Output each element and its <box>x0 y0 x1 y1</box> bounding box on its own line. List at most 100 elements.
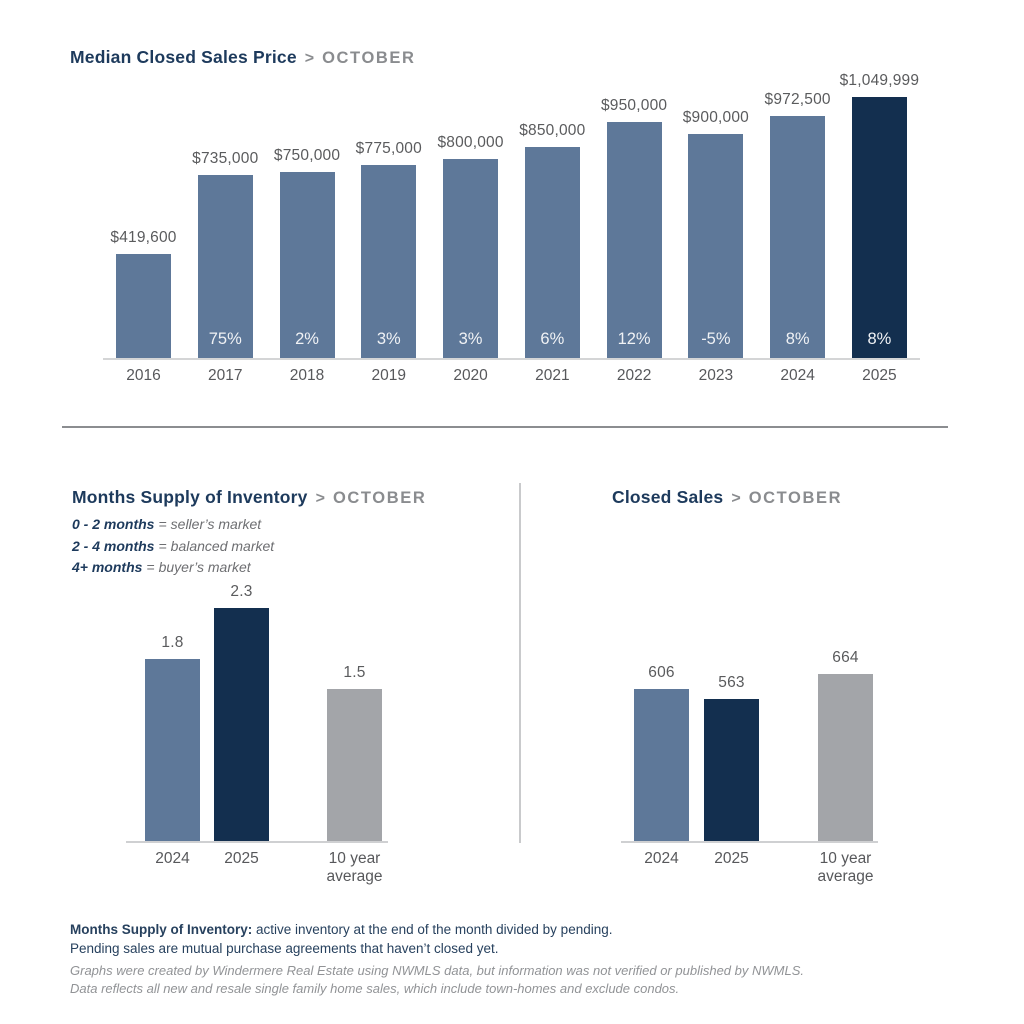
closed-sales-bar-chart: 606 2024 563 2025 664 10 year average <box>621 591 878 885</box>
category-label-line: 2019 <box>371 367 407 384</box>
median-price-bar-group-2017: 75% $735,000 2017 <box>192 80 258 384</box>
median-price-bar-group-2021: 6% $850,000 2021 <box>519 80 585 384</box>
value-label: $800,000 <box>437 134 504 151</box>
category-label: 2024 <box>644 850 678 868</box>
category-label: 2017 <box>208 367 242 385</box>
legend-definition: balanced market <box>170 537 275 554</box>
closed-sales-title-text: Closed Sales <box>612 487 724 507</box>
legend-line-buyers-market: 4+ months = buyer’s market <box>72 557 274 579</box>
median-price-bar-group-2025: 8% $1,049,999 2025 <box>840 72 919 384</box>
closed-sales-bar-group-2024: 606 2024 <box>634 591 689 867</box>
category-label-line: 2021 <box>535 367 570 384</box>
category-label-line: average <box>817 868 874 885</box>
supply-bar-group-2025: 2.3 2025 <box>214 583 269 867</box>
category-label: 2016 <box>126 367 160 385</box>
closed-sales-bar-2025 <box>704 699 759 841</box>
median-price-title-text: Median Closed Sales Price <box>70 47 297 67</box>
definition-line-1: Months Supply of Inventory: active inven… <box>70 921 613 940</box>
nwmls-disclaimer-text: Graphs were created by Windermere Real E… <box>70 962 804 998</box>
category-label-line: 2022 <box>616 367 652 384</box>
category-label-line: 2024 <box>644 850 679 867</box>
supply-bar-group-10-year-average: 1.5 10 year average <box>326 591 382 885</box>
disclaimer-line-1: Graphs were created by Windermere Real E… <box>70 963 804 978</box>
definition-line-2: Pending sales are mutual purchase agreem… <box>70 940 499 956</box>
disclaimer-line-2: Data reflects all new and resale single … <box>70 981 680 996</box>
median-price-bar-2020: 3% <box>443 159 499 358</box>
value-label: 664 <box>832 649 859 666</box>
supply-bar-group-2024: 1.8 2024 <box>145 591 200 867</box>
category-label-line: 2025 <box>862 367 897 384</box>
legend-definition: buyer’s market <box>158 559 251 575</box>
category-label-line: 2024 <box>155 850 190 867</box>
vertical-section-divider <box>519 483 521 843</box>
value-label: 1.5 <box>343 664 366 681</box>
median-price-bar-group-2019: 3% $775,000 2019 <box>356 80 422 384</box>
value-label: $850,000 <box>519 122 586 139</box>
median-price-bar-2024: 8% <box>770 116 826 358</box>
legend-line-balanced-market: 2 - 4 months = balanced market <box>72 536 274 558</box>
category-label-line: 2023 <box>698 367 734 384</box>
supply-title-text: Months Supply of Inventory <box>72 487 308 507</box>
category-label-line: 2025 <box>224 850 259 867</box>
median-price-month-label: OCTOBER <box>322 49 416 67</box>
category-label: 2025 <box>862 367 896 385</box>
median-price-bar-group-2016: $419,600 2016 <box>110 80 176 384</box>
value-label: 606 <box>648 664 675 681</box>
median-price-bar-2016 <box>116 254 171 358</box>
median-price-bar-2017: 75% <box>197 175 253 358</box>
value-label: $950,000 <box>600 97 668 114</box>
definition-body: active inventory at the end of the month… <box>252 922 613 937</box>
supply-bar-2025 <box>214 608 269 841</box>
closed-sales-bar-2024 <box>634 689 689 841</box>
median-price-bar-2021: 6% <box>524 147 580 358</box>
closed-sales-bar-group-10-year-average: 664 10 year average <box>817 591 873 885</box>
category-label: 2024 <box>155 850 189 868</box>
title-separator-chevron: > <box>315 490 325 507</box>
value-label: $750,000 <box>273 147 341 164</box>
closed-sales-month-label: OCTOBER <box>748 489 843 507</box>
closed-sales-bar-group-2025: 563 2025 <box>704 591 759 867</box>
legend-definition: seller’s market <box>170 516 262 532</box>
category-label: 2020 <box>453 367 487 385</box>
supply-bar-10-year-average <box>327 689 382 841</box>
category-label-line: average <box>326 868 383 885</box>
title-separator-chevron: > <box>731 490 741 507</box>
category-label-line: 2017 <box>208 367 243 384</box>
legend-line-sellers-market: 0 - 2 months = seller’s market <box>72 514 274 536</box>
value-label: $972,500 <box>764 91 831 108</box>
value-label: 1.8 <box>161 634 184 651</box>
pct-change-label: 2% <box>295 330 319 348</box>
legend-equals: = <box>158 516 167 532</box>
horizontal-section-divider <box>62 426 948 428</box>
category-label: 2018 <box>290 367 324 385</box>
median-price-bar-group-2024: 8% $972,500 2024 <box>765 80 831 384</box>
pct-change-label: 8% <box>785 330 810 348</box>
pct-change-label: -5% <box>701 330 731 348</box>
supply-market-legend: 0 - 2 months = seller’s market 2 - 4 month… <box>72 514 274 579</box>
median-price-bar-2023: -5% <box>688 134 744 358</box>
median-price-bar-group-2022: 12% $950,000 2022 <box>601 80 667 384</box>
value-label: $1,049,999 <box>839 72 920 89</box>
value-label: $735,000 <box>192 150 259 167</box>
category-label: 10 year average <box>817 850 873 886</box>
category-label: 2025 <box>224 850 258 868</box>
value-label: 2.3 <box>230 583 253 600</box>
pct-change-label: 8% <box>867 330 892 348</box>
supply-definition-text: Months Supply of Inventory: active inven… <box>70 921 613 958</box>
definition-term: Months Supply of Inventory: <box>70 922 253 937</box>
category-label-line: 2018 <box>289 367 325 384</box>
median-price-bar-group-2020: 3% $800,000 2020 <box>437 80 503 384</box>
median-price-bar-2022: 12% <box>606 122 662 358</box>
category-label: 2019 <box>372 367 406 385</box>
category-label: 2025 <box>714 850 748 868</box>
legend-term: 2 - 4 months <box>72 537 155 554</box>
closed-sales-section-title: Closed Sales > OCTOBER <box>612 482 842 510</box>
supply-bar-chart: 1.8 2024 2.3 2025 1.5 10 year average <box>126 583 388 885</box>
pct-change-label: 12% <box>617 330 651 348</box>
supply-section-title: Months Supply of Inventory > OCTOBER <box>72 482 426 510</box>
pct-change-label: 3% <box>376 330 401 348</box>
value-label: $419,600 <box>110 229 177 246</box>
title-separator-chevron: > <box>304 50 315 67</box>
legend-term: 0 - 2 months <box>72 516 155 532</box>
